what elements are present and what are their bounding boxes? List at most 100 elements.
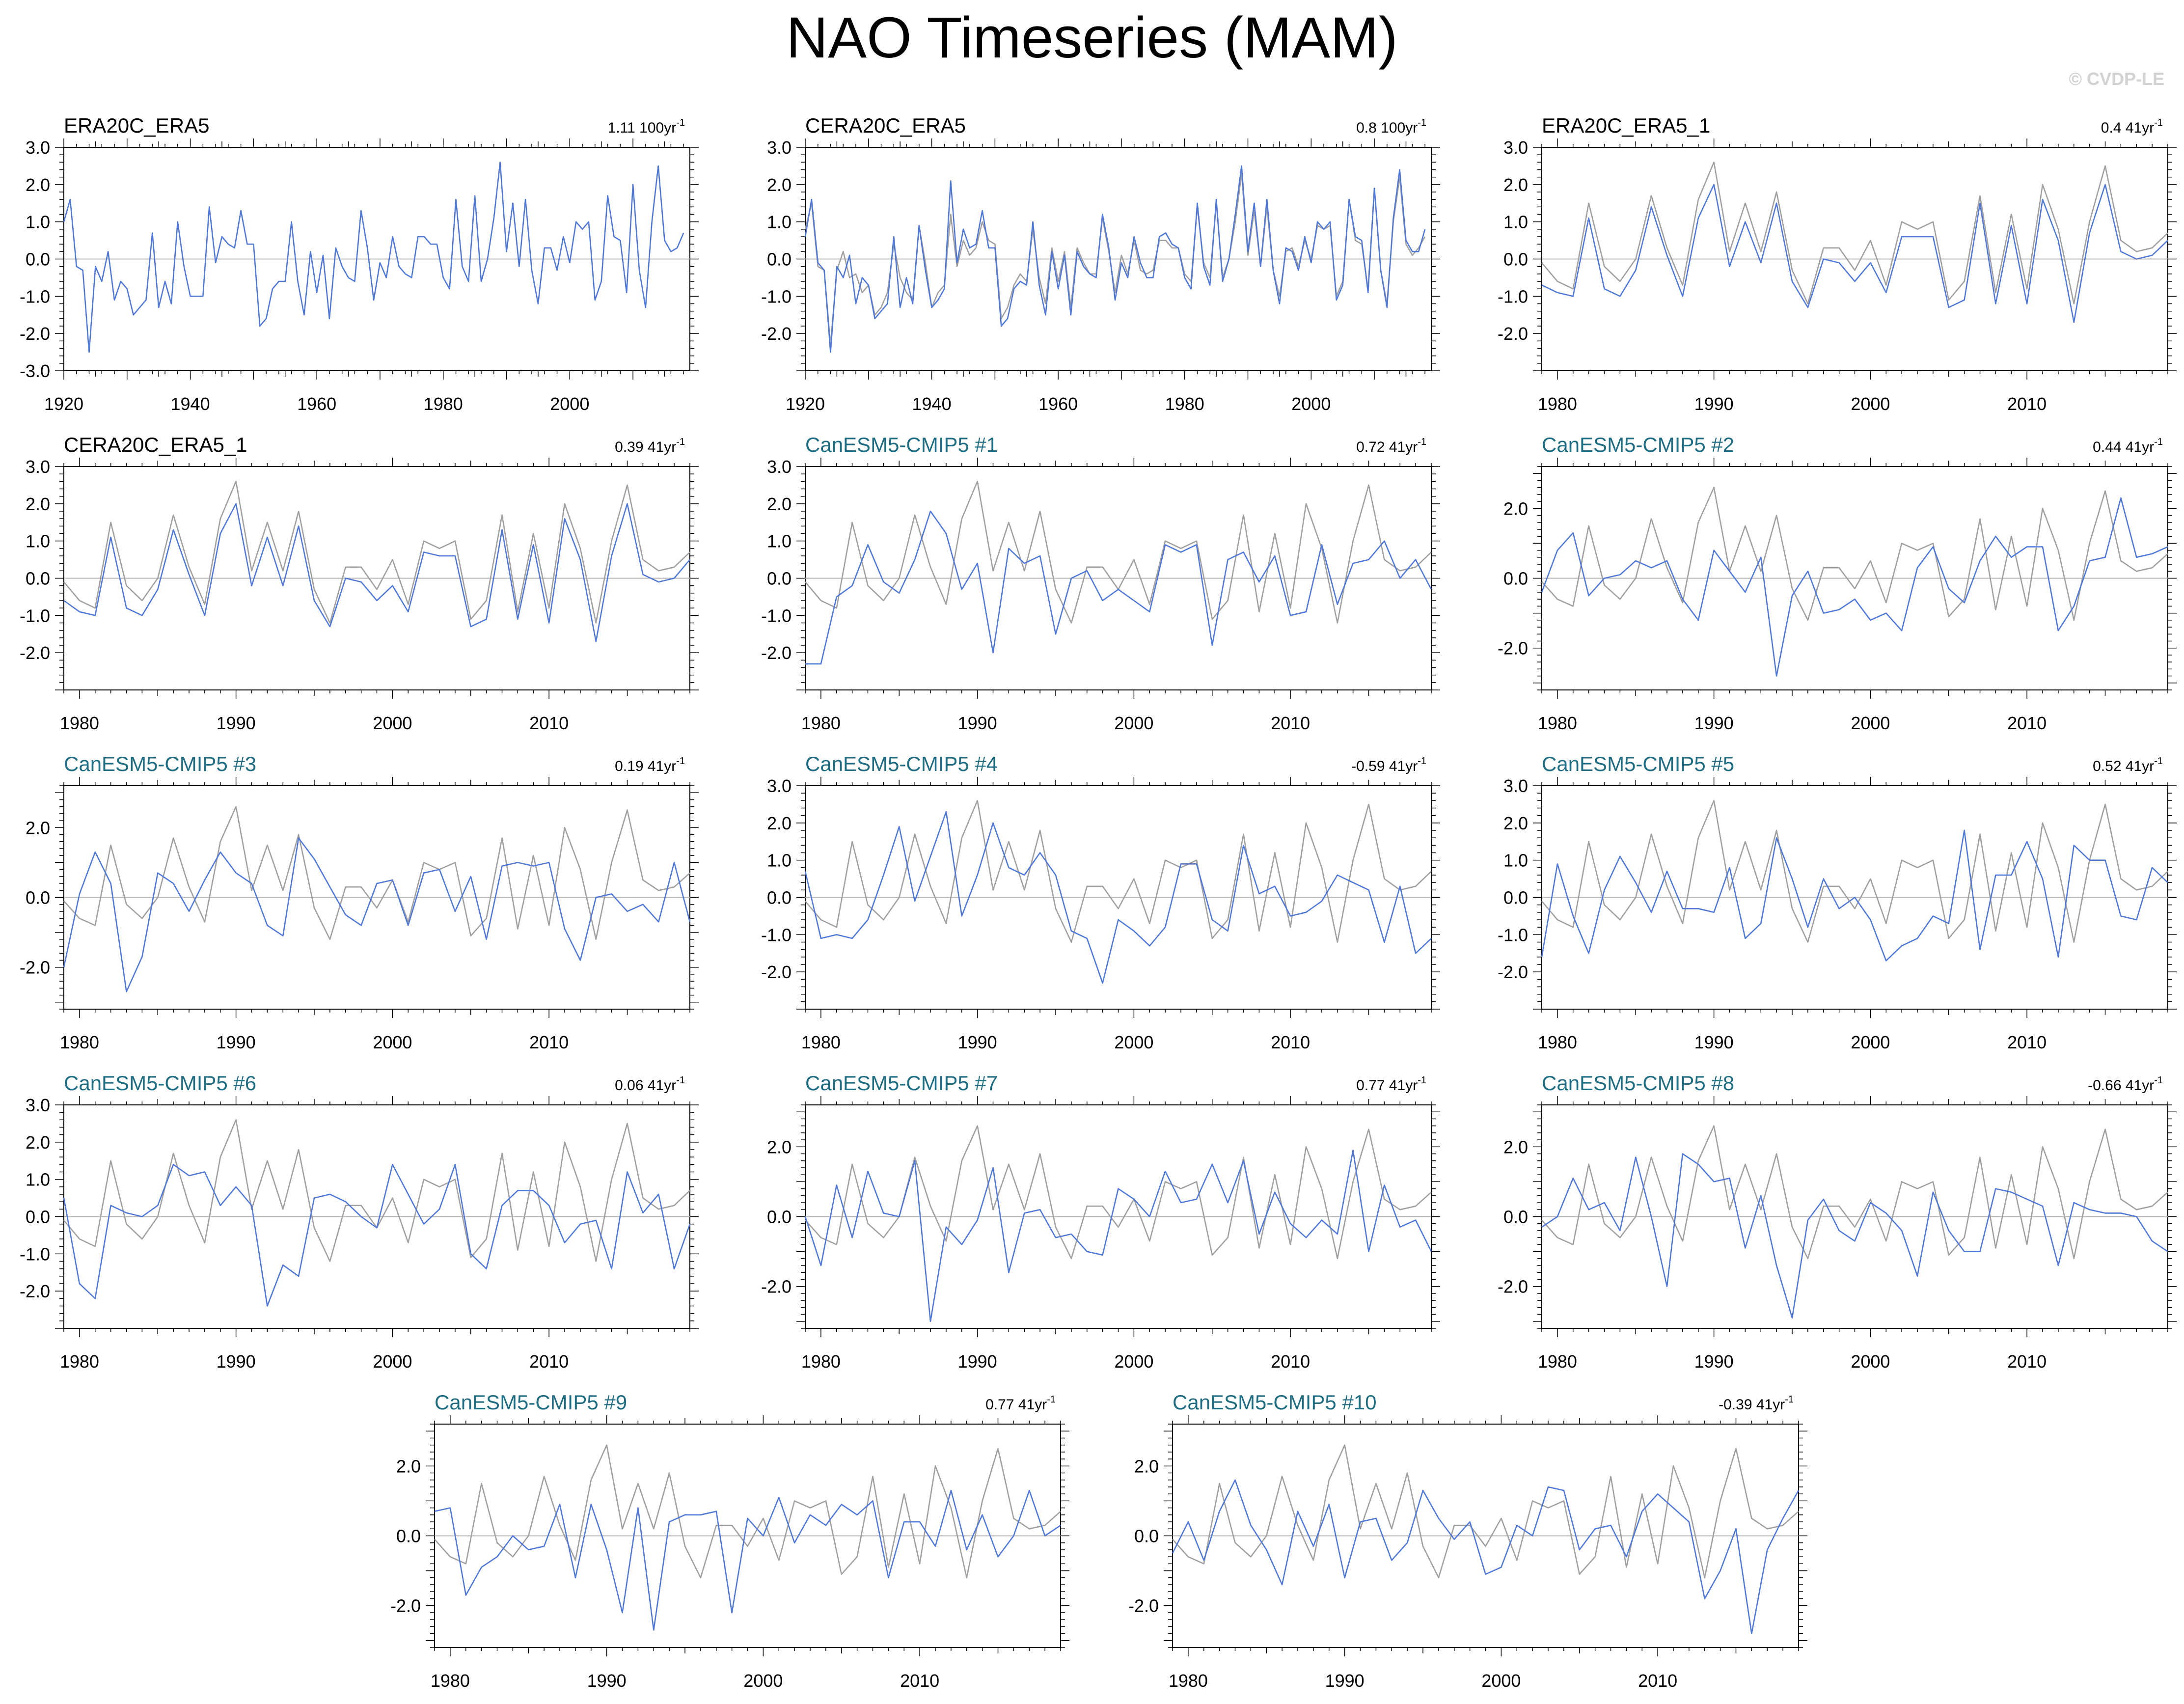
y-tick-label: 0.0 — [26, 888, 50, 908]
y-tick-label: 1.0 — [26, 212, 50, 232]
watermark-text: © CVDP-LE — [2069, 69, 2164, 89]
x-tick-label: 1980 — [1538, 713, 1577, 733]
panel-9: 1980 1990 2000 2010 3.0 2.0 1.0 0.0 -1.0 -2.0 CanE… — [1498, 752, 2177, 1052]
series-line-primary — [63, 161, 684, 353]
trend-unit: 41yr — [1389, 758, 1418, 774]
x-tick-label: 2010 — [529, 713, 569, 733]
trend-label: 0.19 41yr-1 — [615, 756, 685, 774]
x-tick-label: 1980 — [60, 713, 99, 733]
x-tick-label: 2000 — [1851, 1032, 1890, 1052]
y-tick-label: 2.0 — [1503, 498, 1528, 519]
y-tick-label: -2.0 — [390, 1596, 421, 1616]
y-tick-label: 3.0 — [767, 776, 792, 796]
trend-value: 0.4 — [2101, 120, 2126, 136]
trend-value: -0.39 — [1719, 1397, 1756, 1413]
series-line-reference — [805, 1125, 1432, 1260]
x-tick-label: 2000 — [550, 394, 589, 414]
series-line-primary — [804, 811, 1432, 984]
panel-8: 1980 1990 2000 2010 3.0 2.0 1.0 0.0 -1.0 -2.0 CanE… — [761, 752, 1440, 1052]
series-line-reference — [63, 480, 690, 624]
trend-unit: 41yr — [648, 758, 676, 774]
series-line-primary — [804, 165, 1426, 353]
panel-title: CanESM5-CMIP5 #10 — [1173, 1391, 1377, 1414]
y-tick-label: 1.0 — [26, 1170, 50, 1190]
x-tick-label: 2000 — [1851, 713, 1890, 733]
trend-value: 0.77 — [985, 1397, 1018, 1413]
y-tick-label: 1.0 — [26, 531, 50, 551]
trend-value: 0.39 — [615, 439, 648, 455]
trend-exponent: -1 — [2154, 437, 2163, 447]
x-tick-label: 2010 — [2007, 1351, 2047, 1372]
x-tick-label: 2000 — [1851, 1351, 1890, 1372]
x-tick-label: 1920 — [786, 394, 825, 414]
y-tick-label: -1.0 — [1498, 925, 1528, 945]
series-line-primary — [434, 1489, 1061, 1631]
x-tick-label: 2010 — [2007, 713, 2047, 733]
x-tick-label: 1990 — [1694, 1032, 1734, 1052]
trend-unit: 41yr — [1756, 1397, 1785, 1413]
panel-title: CanESM5-CMIP5 #1 — [805, 433, 998, 456]
trend-exponent: -1 — [676, 756, 685, 767]
x-tick-label: 1960 — [1038, 394, 1078, 414]
x-tick-label: 2000 — [373, 1351, 412, 1372]
panel-title: CanESM5-CMIP5 #8 — [1542, 1072, 1734, 1095]
y-tick-label: 2.0 — [26, 175, 50, 195]
y-tick-label: 0.0 — [767, 1207, 792, 1227]
trend-unit: 41yr — [2126, 439, 2154, 455]
x-tick-label: 1990 — [958, 713, 997, 733]
trend-unit: 41yr — [648, 439, 676, 455]
x-tick-label: 2000 — [1114, 1032, 1153, 1052]
trend-unit: 41yr — [1389, 1077, 1418, 1094]
series-line-primary — [63, 1164, 691, 1307]
y-tick-label: 3.0 — [1503, 137, 1528, 158]
series-line-reference — [63, 806, 690, 940]
y-tick-label: -1.0 — [761, 605, 792, 626]
panel-12: 1980 1990 2000 2010 2.0 0.0 -2.0 CanESM5-CMIP5 … — [1498, 1072, 2177, 1372]
series-line-reference — [434, 1444, 1061, 1579]
trend-value: -0.59 — [1351, 758, 1389, 774]
x-tick-label: 1980 — [801, 713, 841, 733]
y-tick-label: -1.0 — [761, 286, 792, 306]
x-tick-label: 1990 — [1694, 713, 1734, 733]
series-line-primary — [805, 510, 1432, 665]
y-tick-label: -2.0 — [761, 643, 792, 663]
trend-exponent: -1 — [1785, 1394, 1794, 1405]
y-tick-label: -1.0 — [20, 1244, 50, 1264]
trend-exponent: -1 — [1418, 437, 1426, 447]
y-tick-label: -2.0 — [761, 324, 792, 344]
series-line-primary — [63, 503, 690, 642]
series-line-reference — [1541, 1125, 2168, 1260]
x-tick-label: 1940 — [912, 394, 952, 414]
panel-2: 1920 1940 1960 1980 2000 3.0 2.0 1.0 0.0 -1.0 -2.0… — [761, 114, 1440, 414]
trend-unit: 100yr — [1381, 120, 1418, 136]
trend-unit: 41yr — [648, 1077, 676, 1094]
x-tick-label: 2010 — [2007, 394, 2047, 414]
y-tick-label: 2.0 — [1503, 813, 1528, 833]
figure-title: NAO Timeseries (MAM) — [786, 5, 1398, 70]
y-tick-label: 2.0 — [26, 494, 50, 514]
panel-14: 1980 1990 2000 2010 2.0 0.0 -2.0 CanESM5-CMIP5 … — [1128, 1391, 1807, 1691]
trend-value: 0.52 — [2093, 758, 2126, 774]
trend-value: 0.72 — [1356, 439, 1389, 455]
panel-4: 1980 1990 2000 2010 3.0 2.0 1.0 0.0 -1.0 -2.0 CERA… — [20, 433, 699, 733]
x-tick-label: 1980 — [1169, 1671, 1208, 1691]
x-tick-label: 1990 — [958, 1351, 997, 1372]
trend-unit: 41yr — [1389, 439, 1418, 455]
y-tick-label: 0.0 — [26, 249, 50, 270]
y-tick-label: -2.0 — [761, 962, 792, 982]
series-line-reference — [63, 1119, 690, 1262]
trend-exponent: -1 — [676, 117, 685, 128]
y-tick-label: 0.0 — [26, 569, 50, 589]
x-tick-label: 1980 — [801, 1032, 841, 1052]
panel-6: 1980 1990 2000 2010 2.0 0.0 -2.0 CanESM5-CMIP5 … — [1498, 433, 2177, 733]
x-tick-label: 2000 — [1291, 394, 1331, 414]
series-line-primary — [1541, 184, 2168, 323]
trend-label: 0.44 41yr-1 — [2093, 437, 2163, 455]
y-tick-label: 2.0 — [1134, 1456, 1159, 1476]
panel-title: CanESM5-CMIP5 #7 — [805, 1072, 998, 1095]
x-tick-label: 1980 — [1165, 394, 1204, 414]
series-line-primary — [1541, 1153, 2168, 1319]
x-tick-label: 1980 — [60, 1032, 99, 1052]
y-tick-label: -1.0 — [20, 605, 50, 626]
